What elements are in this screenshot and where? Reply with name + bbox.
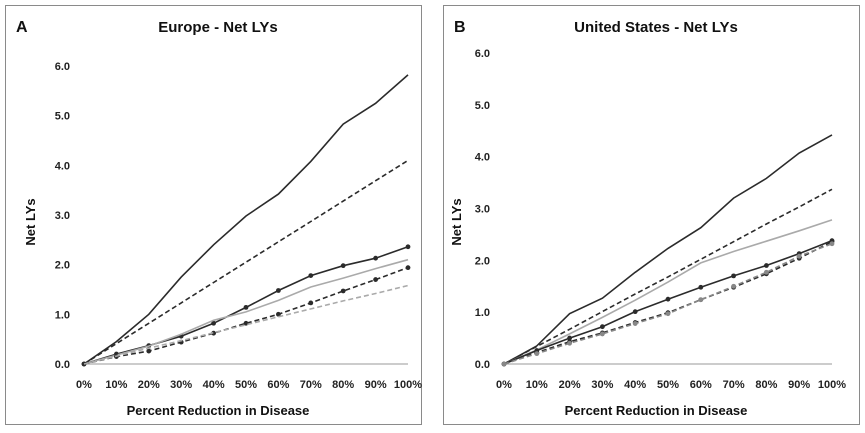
x-tick-label: 70% (300, 379, 322, 391)
series-4-point (665, 296, 671, 302)
y-axis-title: Net LYs (449, 198, 464, 245)
y-tick-label: 6.0 (475, 48, 490, 60)
y-tick-label: 3.0 (475, 204, 490, 216)
series-5-point (405, 265, 411, 271)
series-4-point (567, 335, 572, 341)
x-tick-label: 30% (170, 379, 192, 391)
series-6-point (600, 331, 605, 337)
x-tick-label: 40% (203, 379, 225, 391)
series-5-point (146, 348, 152, 354)
series-5-point (373, 277, 378, 282)
chart-united-states-svg: B United States - Net LYs Percent Reduct… (449, 19, 846, 418)
x-tick-label: 40% (624, 379, 646, 391)
series-3-point (340, 263, 346, 269)
series-5-point (243, 320, 249, 326)
panel-letter: A (16, 19, 28, 36)
y-tick-label: 1.0 (475, 307, 490, 319)
series-6-point (796, 253, 802, 259)
chart-panel-united-states: B United States - Net LYs Percent Reduct… (443, 5, 860, 425)
x-tick-label: 50% (235, 379, 257, 391)
series-line-6 (503, 242, 833, 365)
x-tick-label: 0% (76, 379, 92, 391)
series-line-2 (503, 188, 833, 365)
series-3-point (243, 304, 249, 310)
x-tick-label: 60% (690, 379, 712, 391)
series-3-point (373, 255, 378, 261)
y-tick-label: 2.0 (55, 260, 70, 272)
y-tick-label: 6.0 (55, 61, 70, 73)
series-5-point (340, 288, 346, 294)
x-tick-label: 30% (591, 379, 613, 391)
x-tick-label: 10% (105, 379, 127, 391)
series-6-point (632, 321, 638, 326)
y-tick-label: 4.0 (55, 160, 70, 172)
x-tick-label: 10% (526, 379, 548, 391)
series-3-point (405, 244, 411, 250)
series-3-point (308, 273, 314, 278)
series-6-point (501, 361, 507, 367)
series-6-point (698, 297, 704, 303)
y-tick-label: 4.0 (475, 152, 490, 164)
chart-europe-svg: A Europe - Net LYs Percent Reduction in … (16, 19, 422, 418)
x-tick-label: 50% (657, 379, 679, 391)
x-tick-label: 90% (365, 379, 387, 391)
series-3-point (276, 288, 281, 293)
x-tick-label: 60% (267, 379, 289, 391)
y-tick-label: 5.0 (55, 111, 70, 123)
series-4-point (600, 324, 605, 330)
series-5-point (308, 300, 314, 306)
y-tick-label: 1.0 (55, 309, 70, 321)
series-line-3 (503, 219, 833, 365)
series-6-point (534, 351, 540, 357)
x-tick-label: 80% (755, 379, 777, 391)
series-line-4 (83, 258, 409, 365)
series-6-point (665, 311, 671, 317)
series-3-point (211, 320, 217, 326)
series-5-point (276, 311, 281, 317)
x-tick-label: 0% (496, 379, 512, 391)
series-line-1 (503, 134, 833, 365)
series-4-point (731, 273, 736, 279)
series-6-point (764, 269, 769, 275)
x-tick-label: 20% (559, 379, 581, 391)
y-tick-label: 0.0 (475, 359, 490, 371)
series-line-1 (83, 74, 409, 365)
series-5-point (211, 330, 217, 336)
y-tick-label: 5.0 (475, 100, 490, 112)
series-6-point (829, 241, 835, 247)
x-tick-label: 100% (818, 379, 846, 391)
panel-letter: B (454, 19, 466, 36)
series-line-4 (503, 239, 833, 365)
series-4-point (632, 309, 638, 315)
x-axis-title: Percent Reduction in Disease (565, 403, 748, 418)
series-line-5 (83, 266, 409, 365)
x-tick-label: 70% (723, 379, 745, 391)
x-tick-label: 20% (138, 379, 160, 391)
series-4-point (698, 284, 704, 290)
chart-title: Europe - Net LYs (158, 19, 277, 36)
chart-panel-europe: A Europe - Net LYs Percent Reduction in … (5, 5, 422, 425)
x-axis-title: Percent Reduction in Disease (127, 403, 310, 418)
x-tick-label: 90% (788, 379, 810, 391)
series-4-point (764, 263, 769, 268)
x-tick-label: 100% (394, 379, 422, 391)
y-tick-label: 2.0 (475, 255, 490, 267)
series-6-point (731, 283, 736, 289)
y-tick-label: 3.0 (55, 210, 70, 222)
y-axis-title: Net LYs (23, 198, 38, 245)
series-6-point (567, 340, 572, 346)
y-tick-label: 0.0 (55, 359, 70, 371)
x-tick-label: 80% (332, 379, 354, 391)
chart-title: United States - Net LYs (574, 19, 738, 36)
